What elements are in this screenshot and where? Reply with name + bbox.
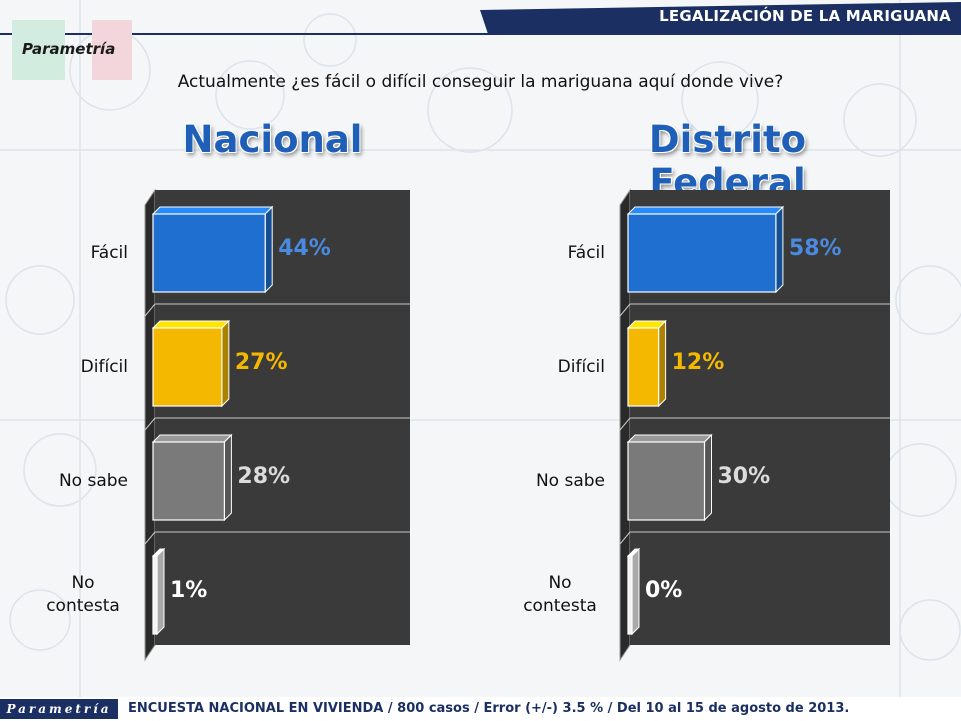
value-label-df-3: 30% — [717, 464, 771, 489]
category-label-nacional-3: No sabe — [58, 471, 128, 491]
header-bar — [0, 2, 961, 35]
footer-bar — [0, 697, 961, 721]
bar-df-3 — [626, 433, 713, 522]
footer-logo: Parametría — [0, 699, 118, 719]
bar-nacional-2 — [151, 319, 231, 408]
chart-gridline-nacional — [144, 303, 156, 317]
value-label-nacional-2: 27% — [234, 350, 288, 375]
value-label-nacional-4: 1% — [170, 578, 208, 603]
value-label-nacional-3: 28% — [237, 464, 291, 489]
bar-nacional-4 — [151, 547, 166, 636]
category-label-df-4: No contesta — [523, 573, 597, 616]
bar-nacional-3 — [151, 433, 233, 522]
bar-df-2 — [626, 319, 667, 408]
survey-question: Actualmente ¿es fácil o difícil consegui… — [177, 72, 784, 92]
category-label-nacional-2: Difícil — [80, 357, 128, 377]
category-label-df-2: Difícil — [557, 357, 605, 377]
chart-gridline-nacional — [144, 531, 156, 545]
value-label-df-2: 12% — [671, 350, 725, 375]
brand-squares — [12, 20, 132, 80]
header-title: LEGALIZACIÓN DE LA MARIGUANA — [659, 7, 951, 25]
category-label-nacional-4: No contesta — [46, 573, 120, 616]
category-label-df-3: No sabe — [535, 471, 605, 491]
brand-name: Parametría — [22, 40, 116, 58]
value-label-df-4: 0% — [645, 578, 683, 603]
bar-nacional-1 — [151, 205, 274, 294]
footer-text: ENCUESTA NACIONAL EN VIVIENDA / 800 caso… — [128, 701, 850, 716]
value-label-nacional-1: 44% — [278, 236, 331, 261]
value-label-df-1: 58% — [788, 236, 842, 261]
category-label-df-1: Fácil — [567, 243, 605, 263]
bar-df-4 — [626, 547, 641, 636]
chart-gridline-df — [619, 417, 631, 431]
chart-title-nacional: Nacional — [182, 118, 363, 161]
chart-gridline-df — [619, 531, 631, 545]
category-label-nacional-1: Fácil — [90, 243, 128, 263]
chart-gridline-nacional — [144, 417, 156, 431]
bar-df-1 — [626, 205, 785, 294]
chart-gridline-df — [619, 303, 631, 317]
